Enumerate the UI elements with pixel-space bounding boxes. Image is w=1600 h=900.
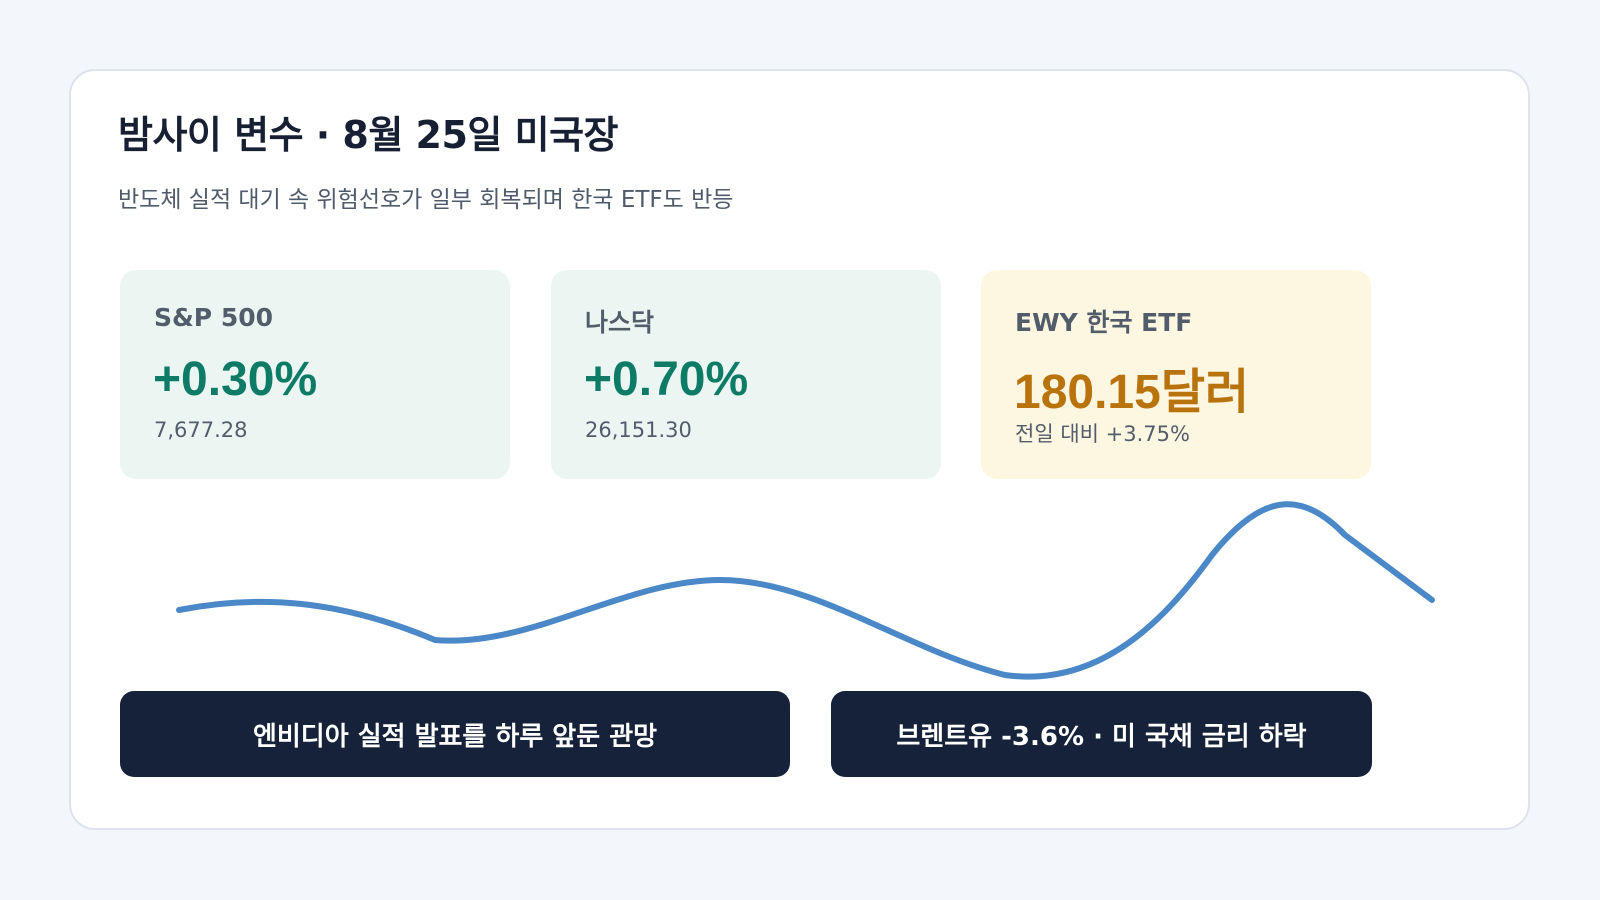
tag-oil-rates: 브렌트유 -3.6% · 미 국채 금리 하락 <box>831 691 1372 777</box>
stat-value: +0.30% <box>153 353 318 406</box>
stat-label: 나스닥 <box>585 308 655 337</box>
page-title: 밤사이 변수 · 8월 25일 미국장 <box>118 113 619 157</box>
stat-card-ewy: EWY 한국 ETF 180.15달러 전일 대비 +3.75% <box>981 270 1371 479</box>
stat-detail: 7,677.28 <box>154 418 248 442</box>
tag-label: 브렌트유 -3.6% · 미 국채 금리 하락 <box>896 721 1307 752</box>
tag-label: 엔비디아 실적 발표를 하루 앞둔 관망 <box>252 721 658 752</box>
stat-label: S&P 500 <box>154 303 274 332</box>
stat-detail: 26,151.30 <box>585 418 692 442</box>
tag-nvidia-earnings: 엔비디아 실적 발표를 하루 앞둔 관망 <box>120 691 790 777</box>
stat-card-sp500: S&P 500 +0.30% 7,677.28 <box>120 270 510 479</box>
stat-label: EWY 한국 ETF <box>1015 308 1193 337</box>
stat-detail: 전일 대비 +3.75% <box>1015 422 1190 446</box>
stat-card-nasdaq: 나스닥 +0.70% 26,151.30 <box>551 270 941 479</box>
stat-value: +0.70% <box>584 353 749 406</box>
stat-value: 180.15달러 <box>1014 366 1250 419</box>
trend-line <box>176 501 1435 680</box>
page-subtitle: 반도체 실적 대기 속 위험선호가 일부 회복되며 한국 ETF도 반등 <box>118 187 734 213</box>
